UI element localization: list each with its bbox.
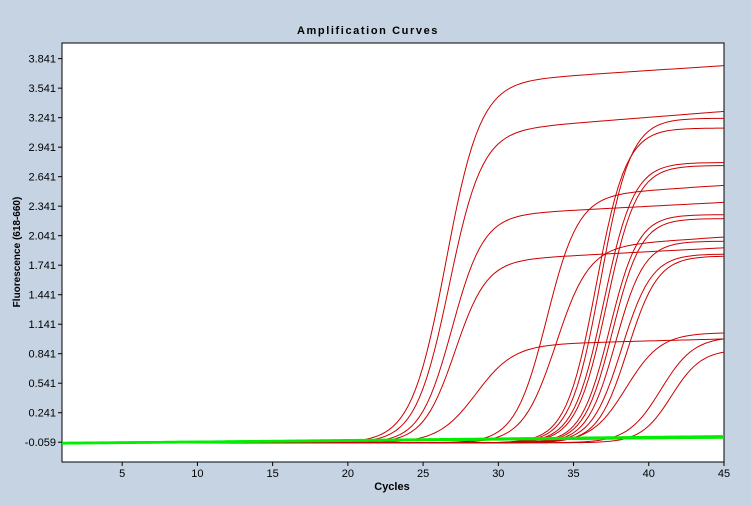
y-tick-label: 1.441 xyxy=(28,290,56,302)
y-axis: -0.059 0.241 0.541 0.841 1.141 1.441 1.741 2.04… xyxy=(25,54,62,449)
x-tick-label: 25 xyxy=(417,468,429,480)
y-tick-label: 1.741 xyxy=(28,260,56,272)
x-tick-label: 45 xyxy=(718,468,730,480)
y-tick-label: 0.541 xyxy=(28,378,56,390)
y-tick-label: 1.141 xyxy=(28,319,56,331)
y-tick-label: -0.059 xyxy=(25,437,56,449)
negative-curve xyxy=(61,436,725,445)
y-tick-label: 0.841 xyxy=(28,349,56,361)
x-tick-label: 35 xyxy=(567,468,579,480)
x-tick-label: 15 xyxy=(267,468,279,480)
x-tick-label: 20 xyxy=(342,468,354,480)
y-tick-label: 3.241 xyxy=(28,113,56,125)
x-axis-label: Cycles xyxy=(374,481,409,493)
x-tick-label: 30 xyxy=(492,468,504,480)
x-axis: 5 10 15 20 25 30 35 40 45 xyxy=(119,462,730,480)
y-tick-label: 0.241 xyxy=(28,408,56,420)
y-tick-label: 3.841 xyxy=(28,54,56,66)
y-tick-label: 2.341 xyxy=(28,201,56,213)
series-layer xyxy=(61,65,725,445)
x-tick-label: 10 xyxy=(191,468,203,480)
plot-area xyxy=(61,42,725,463)
y-tick-label: 2.941 xyxy=(28,142,56,154)
y-tick-label: 2.641 xyxy=(28,172,56,184)
y-tick-label: 2.041 xyxy=(28,231,56,243)
chart-title: Amplification Curves xyxy=(297,25,439,37)
y-tick-label: 3.541 xyxy=(28,83,56,95)
y-axis-label: Fluorescence (618-660) xyxy=(12,197,23,308)
x-tick-label: 40 xyxy=(643,468,655,480)
x-tick-label: 5 xyxy=(119,468,125,480)
